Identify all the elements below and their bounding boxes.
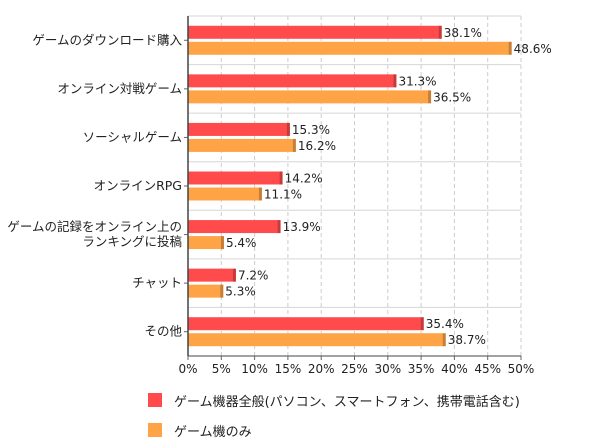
bar-series-1 (188, 284, 224, 298)
value-label: 16.2% (298, 139, 336, 153)
bar-series-1 (188, 41, 512, 55)
bar-end-shade (393, 74, 397, 88)
value-label: 38.7% (448, 333, 486, 347)
bar-end-shade (220, 284, 224, 298)
bar-end-shade (420, 317, 424, 331)
bar-series-0 (188, 171, 283, 185)
value-label: 11.1% (264, 188, 302, 202)
bar-end-shade (286, 122, 290, 136)
value-label: 7.2% (238, 269, 269, 283)
value-label: 14.2% (285, 172, 323, 186)
value-label: 15.3% (292, 123, 330, 137)
bar-end-shade (428, 90, 432, 104)
legend-label-console-only: ゲーム機のみ (174, 424, 252, 440)
bar-end-shade (292, 138, 296, 152)
value-label: 31.3% (398, 74, 436, 88)
value-label: 38.1% (444, 26, 482, 40)
legend-swatch-console-only (148, 423, 162, 437)
x-tick-label: 30% (374, 362, 401, 376)
legend-swatch-all-devices (148, 393, 162, 407)
bar-end-shade (438, 25, 442, 39)
value-label: 5.3% (225, 285, 256, 299)
bar-end-shade (232, 268, 236, 282)
bar-series-1 (188, 236, 224, 250)
bar-series-0 (188, 268, 236, 282)
category-label: オンラインRPG (94, 178, 182, 193)
value-label: 35.4% (426, 317, 464, 331)
x-tick-label: 0% (178, 362, 197, 376)
category-label: ランキングに投稿 (82, 234, 182, 249)
legend: ゲーム機器全般(パソコン、スマートフォン、携帯電話含む) ゲーム機のみ (148, 388, 520, 448)
value-label: 5.4% (226, 236, 256, 250)
bar-end-shade (220, 236, 224, 250)
bar-series-0 (188, 220, 281, 234)
bar-end-shade (508, 41, 512, 55)
bar-end-shade (442, 333, 446, 347)
category-label: ゲームのダウンロード購入 (32, 32, 182, 47)
legend-label-all-devices: ゲーム機器全般(パソコン、スマートフォン、携帯電話含む) (174, 394, 520, 410)
bar-series-1 (188, 90, 432, 104)
bar-series-1 (188, 333, 446, 347)
bar-end-shade (279, 171, 283, 185)
x-tick-label: 35% (408, 362, 435, 376)
bar-series-0 (188, 74, 397, 88)
bar-series-1 (188, 138, 296, 152)
x-tick-label: 5% (212, 362, 231, 376)
bar-end-shade (258, 187, 262, 201)
value-label: 13.9% (283, 220, 321, 234)
category-label: ソーシャルゲーム (83, 129, 182, 144)
bar-series-0 (188, 317, 424, 331)
value-label: 36.5% (433, 90, 471, 104)
category-label: チャット (132, 275, 182, 290)
x-tick-label: 15% (275, 362, 302, 376)
bar-series-1 (188, 187, 262, 201)
x-tick-label: 50% (508, 362, 535, 376)
category-label: その他 (144, 324, 182, 339)
category-label: オンライン対戦ゲーム (57, 81, 182, 96)
bar-series-0 (188, 122, 290, 136)
x-tick-label: 20% (308, 362, 335, 376)
x-tick-label: 25% (341, 362, 368, 376)
x-tick-label: 40% (441, 362, 468, 376)
x-tick-label: 45% (474, 362, 501, 376)
bar-end-shade (277, 220, 281, 234)
legend-item-all-devices: ゲーム機器全般(パソコン、スマートフォン、携帯電話含む) (148, 388, 520, 412)
bar-series-0 (188, 25, 442, 39)
legend-item-console-only: ゲーム機のみ (148, 418, 520, 442)
value-label: 48.6% (514, 42, 552, 56)
x-tick-label: 10% (241, 362, 268, 376)
category-label: ゲームの記録をオンライン上の (7, 219, 182, 234)
